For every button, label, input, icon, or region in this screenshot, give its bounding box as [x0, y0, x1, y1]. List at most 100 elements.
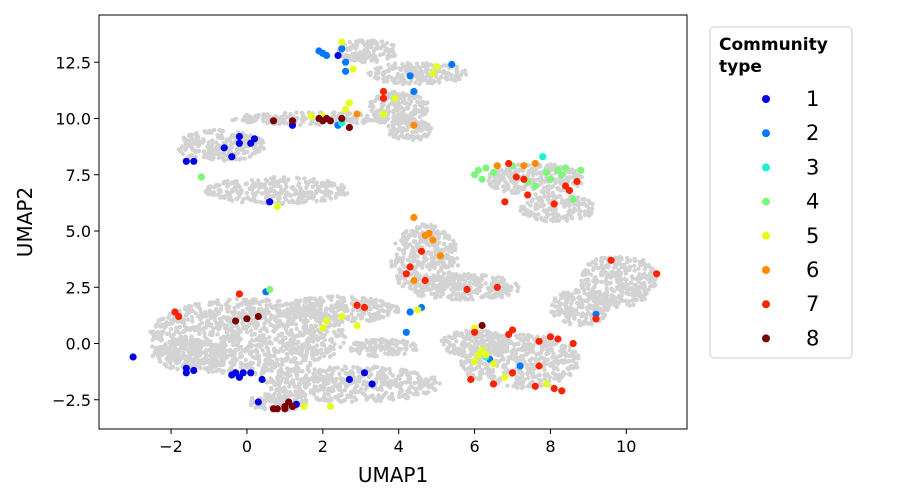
background-point: [618, 272, 623, 277]
background-point: [403, 65, 409, 71]
background-point: [400, 100, 405, 105]
background-point: [197, 322, 202, 328]
background-point: [165, 331, 170, 337]
background-point: [623, 298, 629, 304]
background-point: [299, 117, 305, 122]
background-point: [341, 340, 346, 345]
background-point: [338, 344, 343, 350]
background-point: [251, 300, 256, 306]
background-point: [610, 287, 615, 293]
background-point: [319, 189, 325, 194]
background-point: [310, 184, 315, 189]
background-point: [331, 314, 337, 319]
background-point: [402, 380, 408, 385]
background-point: [285, 374, 290, 379]
background-point: [566, 211, 571, 217]
background-point: [380, 103, 385, 109]
background-point: [460, 277, 465, 282]
background-point: [249, 399, 254, 404]
background-point: [437, 69, 442, 74]
background-point: [373, 46, 379, 51]
background-point: [370, 58, 375, 63]
background-point: [436, 269, 441, 275]
background-point: [314, 301, 319, 306]
background-point: [431, 275, 437, 280]
background-point: [500, 169, 506, 174]
background-point: [599, 272, 605, 277]
background-point: [338, 319, 344, 325]
background-point: [422, 379, 428, 384]
background-point: [311, 311, 316, 316]
background-point: [390, 373, 396, 378]
background-point: [609, 270, 614, 275]
background-point: [309, 296, 314, 301]
background-point: [503, 179, 508, 184]
background-point: [564, 199, 569, 204]
background-point: [358, 367, 363, 372]
background-point: [389, 42, 395, 48]
background-point: [419, 293, 424, 299]
background-point: [567, 208, 573, 213]
background-point: [345, 316, 350, 322]
background-point: [281, 342, 286, 348]
background-point: [592, 275, 597, 280]
background-point: [206, 147, 212, 152]
background-point: [277, 318, 282, 324]
background-point: [229, 326, 234, 332]
background-point: [341, 191, 346, 197]
background-point: [210, 157, 215, 162]
background-point: [167, 339, 172, 345]
background-point: [314, 180, 320, 185]
background-point: [472, 273, 477, 279]
background-point: [595, 305, 600, 310]
background-point: [228, 320, 234, 326]
background-point: [510, 180, 516, 185]
background-point: [242, 297, 247, 302]
background-point: [243, 347, 248, 352]
background-point: [391, 130, 396, 136]
background-point: [585, 286, 591, 291]
background-point: [550, 212, 555, 217]
background-point: [166, 351, 171, 357]
background-point: [642, 266, 648, 272]
background-point: [492, 185, 498, 191]
background-point: [527, 170, 532, 175]
background-point: [496, 292, 501, 297]
background-point: [349, 399, 355, 404]
background-point: [249, 309, 255, 314]
background-point: [552, 196, 558, 202]
background-point: [553, 180, 558, 185]
background-point: [262, 362, 267, 367]
background-point: [613, 273, 618, 279]
background-point: [177, 324, 183, 330]
background-point: [638, 263, 643, 268]
background-point: [442, 230, 447, 235]
background-point: [407, 285, 413, 290]
background-point: [372, 396, 377, 401]
background-point: [412, 104, 418, 109]
background-point: [454, 66, 459, 72]
background-point: [280, 321, 285, 327]
background-point: [417, 114, 422, 120]
background-point: [318, 383, 323, 389]
background-point: [224, 323, 230, 328]
background-point: [261, 332, 266, 338]
background-point: [268, 379, 273, 385]
background-point: [268, 302, 273, 307]
background-point: [202, 330, 207, 336]
background-point: [228, 142, 234, 147]
background-point: [569, 306, 574, 311]
background-point: [204, 312, 209, 318]
background-point: [217, 325, 223, 330]
background-point: [272, 348, 277, 353]
background-point: [512, 186, 517, 191]
background-point: [424, 264, 429, 269]
background-point: [598, 292, 603, 297]
background-point: [577, 318, 582, 324]
background-point: [396, 246, 401, 252]
background-point: [514, 282, 519, 287]
background-point: [342, 388, 348, 393]
background-point: [234, 323, 239, 329]
background-point: [175, 329, 180, 334]
